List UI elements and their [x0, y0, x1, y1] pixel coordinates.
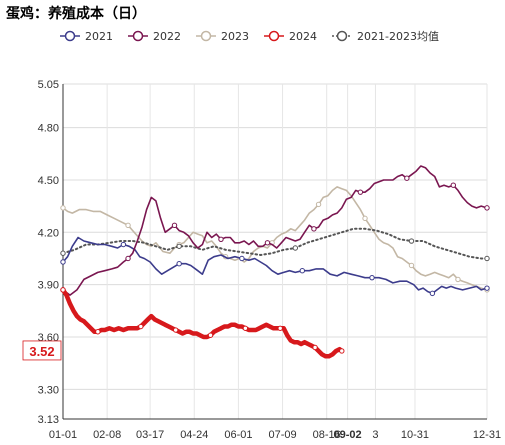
chart-title: 蛋鸡：养殖成本（日）: [6, 6, 146, 22]
legend-marker-2023: [200, 30, 212, 42]
series-point-2024: [339, 348, 345, 354]
last-value-callout: 3.52: [22, 340, 62, 361]
series-point-2021: [429, 290, 436, 297]
x-tick-label: 12-31: [473, 429, 501, 441]
series-point-2023: [455, 276, 461, 283]
series-line-2024: [60, 287, 345, 359]
legend-marker-2021: [64, 30, 76, 42]
legend-marker-2022: [132, 30, 144, 42]
x-tick-label: 02-08: [93, 429, 121, 441]
series-point-2022: [484, 205, 490, 211]
legend-label-2024: 2024: [289, 30, 317, 43]
x-tick-label: 04-24: [180, 429, 208, 441]
series-point-2021-2023均值: [60, 250, 66, 256]
series-point-2023: [315, 201, 322, 208]
x-tick-label: 3: [372, 429, 378, 441]
y-tick-label: 4.50: [38, 175, 59, 187]
series-point-2024: [207, 332, 214, 338]
series-point-2022: [264, 240, 271, 246]
series-point-2022: [404, 175, 410, 181]
series-point-2024: [277, 325, 283, 331]
series-point-2024: [242, 325, 249, 331]
series-point-2022: [357, 189, 364, 195]
legend-marker-2024: [268, 30, 280, 42]
series-point-2021-2023均值: [292, 245, 299, 251]
series-point-2022: [311, 226, 317, 232]
series-point-2021: [299, 267, 305, 274]
series-point-2024: [138, 323, 144, 330]
series-point-2022: [450, 182, 457, 188]
x-tick-label: 01-01: [49, 429, 77, 441]
series-point-2021: [176, 261, 182, 267]
y-tick-label: 3.13: [38, 414, 59, 426]
chart-series: [60, 165, 490, 359]
series-point-2021: [120, 241, 127, 248]
chart-legend: 2021 2022 2023 2024 2021-2023均值: [60, 30, 439, 43]
y-tick-label: 5.05: [38, 79, 59, 91]
series-point-2022: [125, 255, 131, 262]
series-point-2023: [408, 262, 415, 269]
series-point-2021: [484, 285, 490, 291]
series-line-2023: [62, 186, 488, 291]
y-tick-label: 3.30: [38, 384, 59, 396]
series-point-2024: [95, 329, 101, 335]
legend-marker-2021-2023均值: [336, 30, 348, 42]
y-tick-label: 3.90: [38, 280, 59, 292]
legend-label-2023: 2023: [221, 30, 249, 43]
series-line-2022: [62, 165, 488, 296]
x-tick-label: 06-01: [224, 429, 252, 441]
series-point-2024: [60, 287, 66, 293]
series-line-2021: [62, 236, 488, 295]
series-point-2021-2023均值: [176, 243, 182, 249]
series-point-2021: [239, 255, 245, 262]
series-point-2023: [60, 205, 66, 211]
last-value-label: 3.52: [29, 344, 54, 359]
x-tick-label: 07-09: [268, 429, 296, 441]
series-point-2021-2023均值: [408, 238, 415, 244]
last-value-box: [22, 340, 62, 361]
y-tick-label: 4.80: [38, 123, 59, 135]
y-tick-label: 4.20: [38, 227, 59, 239]
legend-label-2021: 2021: [85, 30, 113, 43]
series-point-2023: [125, 222, 131, 229]
series-point-2021-2023均值: [484, 255, 490, 262]
series-point-2021: [369, 274, 375, 281]
x-tick-label-highlight: 09-02: [334, 429, 362, 441]
series-point-2022: [171, 222, 178, 229]
legend-label-2021-2023均值: 2021-2023均值: [357, 30, 439, 43]
x-tick-label: 10-31: [401, 429, 429, 441]
x-tick-label: 08-16: [313, 429, 341, 441]
series-point-2024: [172, 327, 179, 333]
series-point-2021: [60, 259, 66, 265]
series-point-2024: [312, 344, 318, 351]
x-tick-label: 03-17: [136, 429, 164, 441]
series-point-2023: [362, 215, 368, 222]
legend-label-2022: 2022: [153, 30, 181, 43]
series-line-2021-2023均值: [62, 227, 488, 260]
series-point-2022: [218, 236, 224, 242]
